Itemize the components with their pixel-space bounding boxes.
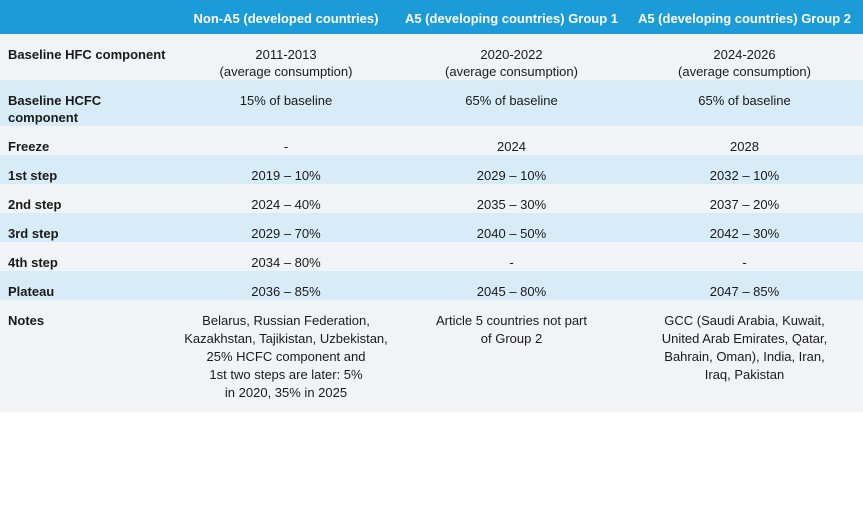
table-row: 2nd step 2024 – 40% 2035 – 30% 2037 – 20% (0, 184, 863, 213)
header-row: Non-A5 (developed countries) A5 (developi… (0, 0, 863, 34)
table-cell: 15% of baseline (175, 80, 397, 126)
header-cell: A5 (developing countries) Group 1 (397, 0, 626, 34)
table-row: Baseline HCFC component 15% of baseline 65… (0, 80, 863, 126)
table-row: Plateau 2036 – 85% 2045 – 80% 2047 – 85% (0, 271, 863, 300)
row-label: 2nd step (0, 184, 175, 213)
row-label: 4th step (0, 242, 175, 271)
row-label: 1st step (0, 155, 175, 184)
row-label: Notes (0, 300, 175, 412)
phase-down-table: Non-A5 (developed countries) A5 (developi… (0, 0, 863, 412)
header-corner (0, 0, 175, 34)
table-cell: Belarus, Russian Federation, Kazakhstan,… (175, 300, 397, 412)
table-body: Baseline HFC component 2011-2013 (average… (0, 34, 863, 412)
table-row: Notes Belarus, Russian Federation, Kazakh… (0, 300, 863, 412)
table-cell: 2011-2013 (average consumption) (175, 34, 397, 80)
table-cell: 65% of baseline (626, 80, 863, 126)
table-cell: Article 5 countries not part of Group 2 (397, 300, 626, 412)
header-cell: Non-A5 (developed countries) (175, 0, 397, 34)
table-cell: 65% of baseline (397, 80, 626, 126)
table-cell: 2019 – 10% (175, 155, 397, 184)
table-cell: 2029 – 10% (397, 155, 626, 184)
table-cell: 2020-2022 (average consumption) (397, 34, 626, 80)
row-label: Baseline HFC component (0, 34, 175, 80)
table-cell: 2034 – 80% (175, 242, 397, 271)
table-row: Baseline HFC component 2011-2013 (average… (0, 34, 863, 80)
table-row: 4th step 2034 – 80% - - (0, 242, 863, 271)
table-cell: 2047 – 85% (626, 271, 863, 300)
table-row: Freeze -2024 2028 (0, 126, 863, 155)
row-label: Plateau (0, 271, 175, 300)
table-cell: - (175, 126, 397, 155)
table-row: 3rd step 2029 – 70% 2040 – 50% 2042 – 30% (0, 213, 863, 242)
table-cell: 2032 – 10% (626, 155, 863, 184)
row-label: 3rd step (0, 213, 175, 242)
table-cell: 2040 – 50% (397, 213, 626, 242)
table-cell: 2042 – 30% (626, 213, 863, 242)
table-cell: 2028 (626, 126, 863, 155)
table-cell: 2037 – 20% (626, 184, 863, 213)
row-label: Freeze (0, 126, 175, 155)
table-cell: 2035 – 30% (397, 184, 626, 213)
table-cell: - (626, 242, 863, 271)
table-cell: 2024-2026 (average consumption) (626, 34, 863, 80)
table-cell: 2045 – 80% (397, 271, 626, 300)
row-label: Baseline HCFC component (0, 80, 175, 126)
table-cell: 2024 – 40% (175, 184, 397, 213)
table-cell: 2024 (397, 126, 626, 155)
table-cell: 2036 – 85% (175, 271, 397, 300)
table-cell: - (397, 242, 626, 271)
header-cell: A5 (developing countries) Group 2 (626, 0, 863, 34)
table-cell: GCC (Saudi Arabia, Kuwait, United Arab E… (626, 300, 863, 412)
table-cell: 2029 – 70% (175, 213, 397, 242)
table-row: 1st step 2019 – 10% 2029 – 10% 2032 – 10% (0, 155, 863, 184)
